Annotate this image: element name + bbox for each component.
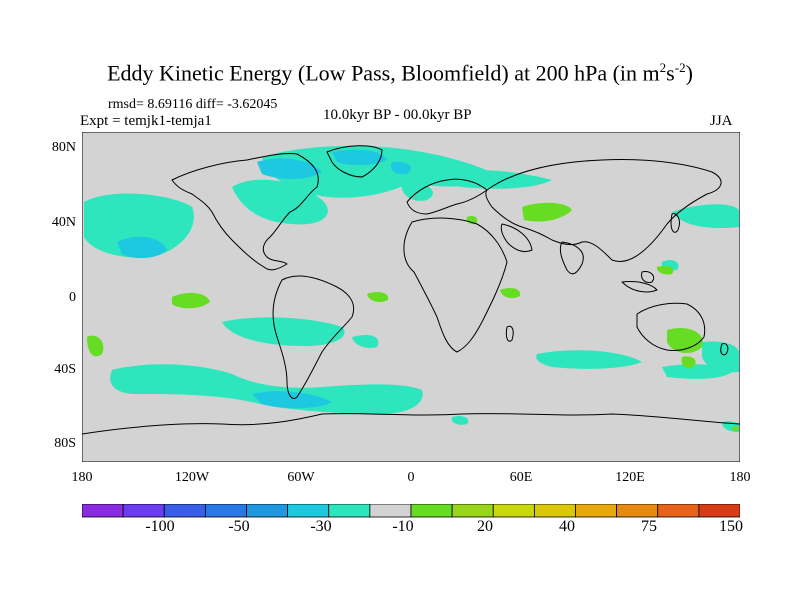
new-zealand-coast — [720, 343, 729, 356]
anomaly-region — [401, 177, 433, 201]
anomaly-region — [500, 288, 521, 298]
lat-label: 40N — [51, 215, 76, 230]
colorbar-swatch — [575, 504, 618, 518]
colorbar-swatch — [657, 504, 700, 518]
colorbar — [82, 504, 740, 518]
anomaly-region — [536, 350, 642, 369]
anomaly-region — [451, 415, 469, 425]
lon-label: 120E — [615, 470, 645, 485]
lat-label: 80S — [54, 436, 76, 451]
greenland-coast — [326, 145, 383, 178]
world-map — [82, 132, 740, 462]
lon-label: 60W — [287, 470, 315, 485]
coastlines — [82, 145, 740, 435]
lat-label: 80N — [51, 140, 76, 155]
anomaly-region — [681, 356, 696, 369]
anomaly-region — [672, 204, 739, 229]
colorbar-swatch — [82, 504, 124, 518]
period-label: 10.0kyr BP - 00.0kyr BP — [323, 107, 472, 123]
anomaly-region — [367, 292, 389, 302]
colorbar-swatch — [410, 504, 453, 518]
anomaly-region — [702, 341, 739, 373]
indonesia-coast — [621, 281, 658, 293]
anomaly-region — [110, 364, 423, 415]
colorbar-swatch — [328, 504, 371, 518]
australia-coast — [636, 302, 706, 351]
anomaly-region — [172, 292, 210, 309]
season-label: JJA — [710, 113, 733, 129]
colorbar-swatch — [698, 504, 740, 518]
colorbar-swatch — [451, 504, 494, 518]
anomaly-region — [117, 236, 167, 259]
north-america-coast — [171, 153, 319, 271]
colorbar-swatch — [163, 504, 206, 518]
anomaly-region — [390, 161, 412, 175]
anomaly-region — [257, 158, 322, 179]
africa-coast — [403, 217, 508, 353]
colorbar-label: 150 — [719, 518, 743, 535]
colorbar-swatch — [287, 504, 330, 518]
lon-label: 180 — [71, 470, 93, 485]
lon-label: 180 — [729, 470, 751, 485]
lat-label: 0 — [69, 290, 76, 305]
colorbar-swatch — [533, 504, 576, 518]
colorbar-label: -10 — [392, 518, 414, 535]
anomaly-region — [656, 265, 674, 275]
stats-text: rmsd= 8.69116 diff= -3.62045 — [108, 97, 278, 112]
india-coast — [559, 241, 584, 275]
arabia-coast — [500, 223, 533, 253]
colorbar-label: 75 — [641, 518, 657, 535]
chart-title: Eddy Kinetic Energy (Low Pass, Bloomfiel… — [107, 60, 693, 86]
antarctica-coast — [82, 413, 740, 435]
south-america-coast — [272, 275, 355, 399]
colorbar-label: -100 — [145, 518, 175, 535]
anomaly-region — [332, 149, 387, 166]
anomaly-region — [87, 335, 104, 357]
colorbar-label: -50 — [228, 518, 250, 535]
colorbar-swatch — [204, 504, 247, 518]
anomaly-region — [732, 426, 739, 432]
anomaly-region — [352, 335, 379, 348]
anomaly-region — [222, 317, 345, 347]
colorbar-label: -30 — [310, 518, 332, 535]
anomaly-region — [522, 202, 572, 222]
anomaly-region — [442, 169, 552, 189]
colorbar-swatch — [122, 504, 165, 518]
anomaly-region — [84, 193, 194, 258]
lat-label: 40S — [54, 362, 76, 377]
asia-coast — [485, 159, 722, 263]
colorbar-swatch — [492, 504, 535, 518]
anomaly-regions — [84, 145, 739, 432]
japan-coast — [670, 213, 680, 233]
europe-coast — [406, 178, 488, 215]
colorbar-swatch — [616, 504, 659, 518]
anomaly-region — [662, 364, 732, 379]
colorbar-swatch — [246, 504, 289, 518]
lon-label: 60E — [509, 470, 533, 485]
anomaly-region — [262, 145, 502, 198]
experiment-label: Expt = temjk1-temja1 — [80, 113, 212, 129]
colorbar-label: 40 — [559, 518, 575, 535]
lon-label: 0 — [407, 470, 415, 485]
lon-label: 120W — [174, 470, 210, 485]
madagascar-coast — [505, 325, 514, 342]
colorbar-label: 20 — [477, 518, 493, 535]
anomaly-region — [667, 327, 703, 354]
anomaly-region — [252, 391, 332, 409]
colorbar-swatch — [369, 504, 412, 518]
borneo-coast — [641, 271, 655, 283]
